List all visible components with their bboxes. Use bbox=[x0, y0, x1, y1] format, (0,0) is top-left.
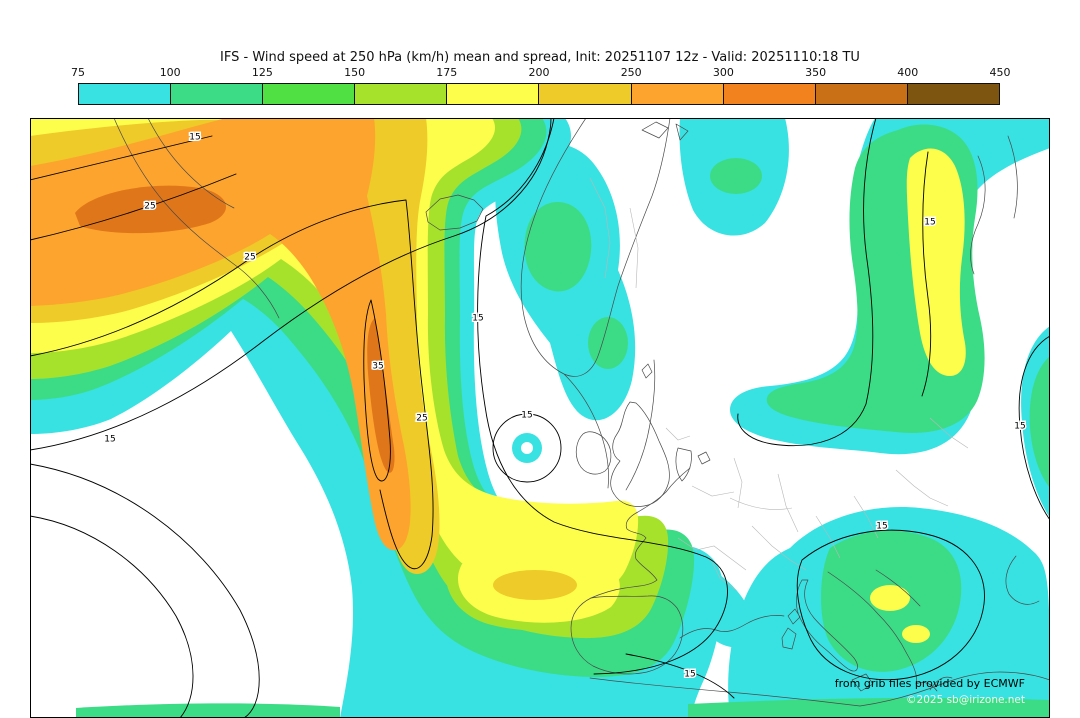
svalbard-coast bbox=[641, 121, 689, 141]
scandinavia-coast bbox=[520, 118, 671, 491]
southeast-fill-yellow-1 bbox=[870, 585, 910, 611]
ireland-coast bbox=[575, 431, 612, 475]
low-branch-fill-gold bbox=[493, 570, 577, 600]
contour-label: 15 bbox=[924, 218, 935, 228]
iberia-tongue-fill-cyan bbox=[683, 558, 755, 648]
chart-title: IFS - Wind speed at 250 hPa (km/h) mean … bbox=[220, 50, 860, 65]
colorbar-tick-label: 100 bbox=[159, 66, 181, 79]
colorbar-segment bbox=[907, 84, 999, 104]
colorbar-tick-label: 250 bbox=[620, 66, 642, 79]
colorbar-segment bbox=[79, 84, 172, 104]
attribution-copyright: ©2025 sb@irizone.net bbox=[906, 694, 1025, 706]
black-sea-coast bbox=[1005, 555, 1040, 605]
colorbar-segment bbox=[539, 84, 632, 104]
colorbar bbox=[78, 83, 1000, 105]
colorbar-segment bbox=[447, 84, 540, 104]
contour-label: 15 bbox=[876, 522, 887, 532]
map-canvas: 15 25 15 25 25 35 15 15 15 15 15 15 from… bbox=[30, 118, 1050, 718]
wind-map-svg: 15 25 15 25 25 35 15 15 15 15 15 15 bbox=[30, 118, 1050, 718]
colorbar-tick-label: 450 bbox=[989, 66, 1011, 79]
contour-label: 25 bbox=[244, 253, 255, 263]
colorbar-segment bbox=[355, 84, 448, 104]
barents-fill-green bbox=[710, 158, 762, 194]
colorbar-segment bbox=[631, 84, 724, 104]
colorbar-tick-label: 175 bbox=[436, 66, 458, 79]
contour-label: 15 bbox=[189, 133, 200, 143]
bottom-strip-east-green bbox=[688, 697, 1050, 718]
contour-label: 35 bbox=[372, 362, 383, 372]
cutoff-low-center bbox=[521, 442, 533, 454]
country-borders bbox=[589, 177, 969, 591]
contour-label: 25 bbox=[416, 414, 427, 424]
jet-core-fill-2 bbox=[367, 318, 395, 473]
colorbar-tick-labels: 75 100 125 150 175 200 250 300 350 400 450 bbox=[71, 66, 1011, 80]
contour-label: 15 bbox=[684, 670, 695, 680]
iceland-coast bbox=[425, 194, 484, 231]
colorbar-tick-label: 150 bbox=[344, 66, 366, 79]
colorbar-tick-label: 400 bbox=[897, 66, 919, 79]
north-africa-coast bbox=[859, 671, 1050, 707]
contour-label: 15 bbox=[1014, 422, 1025, 432]
shetland-coast bbox=[641, 363, 653, 379]
scandinavia-fill-green-2 bbox=[588, 317, 628, 369]
greenland-coast bbox=[113, 118, 280, 319]
bottom-strip-west-green bbox=[76, 703, 340, 718]
contour-label: 15 bbox=[104, 435, 115, 445]
colorbar-segment bbox=[723, 84, 816, 104]
jet-core-fill-1 bbox=[75, 185, 227, 234]
contour-label: 25 bbox=[144, 202, 155, 212]
attribution-source: from grib files provided by ECMWF bbox=[834, 677, 1025, 690]
right-edge-fill-green bbox=[1029, 356, 1050, 488]
contour-label: 15 bbox=[472, 314, 483, 324]
contour-labels: 15 25 15 25 25 35 15 15 15 15 15 15 bbox=[103, 131, 1027, 681]
italy-coast bbox=[781, 579, 874, 692]
east-jet-fill-yellow bbox=[906, 148, 966, 376]
balkan-coast bbox=[827, 569, 938, 692]
scandinavia-fill-green-1 bbox=[524, 202, 592, 292]
colorbar-segment bbox=[171, 84, 264, 104]
contour-label: 15 bbox=[521, 411, 532, 421]
colorbar-segment bbox=[263, 84, 356, 104]
russia-coast bbox=[970, 135, 1018, 275]
colorbar-tick-label: 350 bbox=[805, 66, 827, 79]
spread-contours bbox=[30, 118, 1050, 718]
colorbar-tick-label: 200 bbox=[528, 66, 550, 79]
denmark-coast bbox=[675, 447, 711, 482]
colorbar-tick-label: 75 bbox=[71, 66, 85, 79]
colorbar-tick-label: 125 bbox=[251, 66, 273, 79]
southeast-fill-yellow-2 bbox=[902, 625, 930, 643]
colorbar-segment bbox=[815, 84, 908, 104]
colorbar-tick-label: 300 bbox=[712, 66, 734, 79]
france-coast bbox=[590, 467, 691, 599]
britain-coast bbox=[610, 401, 670, 507]
